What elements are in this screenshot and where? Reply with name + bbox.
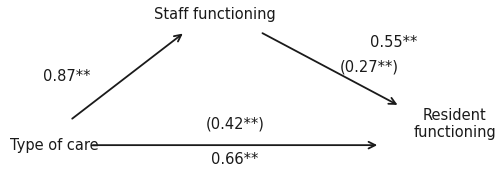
Text: Resident
functioning: Resident functioning [414,108,496,140]
Text: 0.55**: 0.55** [370,35,418,50]
Text: (0.42**): (0.42**) [206,116,264,131]
Text: (0.27**): (0.27**) [340,60,399,75]
Text: 0.87**: 0.87** [42,69,90,84]
Text: 0.66**: 0.66** [212,152,258,167]
Text: Staff functioning: Staff functioning [154,7,276,22]
Text: Type of care: Type of care [10,138,99,153]
